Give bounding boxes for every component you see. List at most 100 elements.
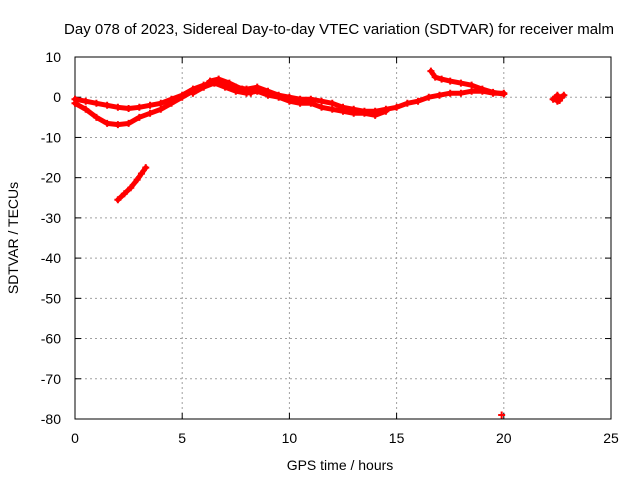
data-point [498, 411, 506, 419]
data-point [133, 176, 141, 184]
series-isolated-rise [427, 67, 508, 98]
data-point [318, 103, 326, 111]
data-point [215, 75, 223, 83]
x-tick-label: 0 [71, 430, 79, 446]
data-point [307, 99, 315, 107]
data-point [425, 93, 433, 101]
x-axis-label: GPS time / hours [287, 457, 394, 473]
data-point [339, 107, 347, 115]
y-tick-label: -20 [41, 170, 61, 186]
data-point [446, 77, 454, 85]
data-point [478, 85, 486, 93]
series-outlier [498, 411, 506, 419]
data-point [457, 89, 465, 97]
data-point [127, 184, 135, 192]
x-tick-label: 5 [178, 430, 186, 446]
y-tick-label: 10 [45, 49, 61, 65]
data-point [142, 164, 150, 172]
data-point [135, 103, 143, 111]
data-point [427, 67, 435, 75]
y-axis-label: SDTVAR / TECUs [5, 182, 21, 294]
data-point [114, 121, 122, 129]
y-tick-label: -30 [41, 210, 61, 226]
data-point [221, 83, 229, 91]
data-point [438, 75, 446, 83]
data-point [403, 99, 411, 107]
data-point [350, 109, 358, 117]
data-point [382, 107, 390, 115]
data-point [253, 87, 261, 95]
data-point [120, 190, 128, 198]
data-point [189, 89, 197, 97]
data-point [328, 99, 336, 107]
data-point [360, 109, 368, 117]
data-point [125, 104, 133, 112]
chart-title: Day 078 of 2023, Sidereal Day-to-day VTE… [64, 21, 614, 38]
x-tick-label: 25 [603, 430, 619, 446]
data-point [489, 88, 497, 96]
data-point [82, 97, 90, 105]
plot-border [74, 56, 612, 420]
data-point [82, 105, 90, 113]
data-point [92, 99, 100, 107]
data-point [296, 99, 304, 107]
data-point [318, 97, 326, 105]
data-point [206, 77, 214, 85]
data-point [468, 81, 476, 89]
data-point [247, 89, 255, 97]
series-arc [189, 75, 255, 97]
data-point [468, 87, 476, 95]
data-point [92, 113, 100, 121]
data-marks [71, 67, 568, 419]
data-point [560, 91, 568, 99]
data-point [328, 105, 336, 113]
series-lower-branch [71, 79, 390, 129]
y-tick-label: -10 [41, 129, 61, 145]
data-point [125, 119, 133, 127]
data-point [500, 90, 508, 98]
y-tick-label: -60 [41, 331, 61, 347]
data-point [200, 83, 208, 91]
x-tick-label: 20 [496, 430, 512, 446]
data-point [371, 111, 379, 119]
data-point [549, 95, 557, 103]
data-point [146, 109, 154, 117]
data-point [275, 93, 283, 101]
data-point [238, 85, 246, 93]
x-tick-label: 15 [389, 430, 405, 446]
data-point [264, 91, 272, 99]
y-tick-label: -40 [41, 250, 61, 266]
data-point [167, 99, 175, 107]
y-tick-label: -50 [41, 290, 61, 306]
data-point [146, 101, 154, 109]
data-point [137, 170, 145, 178]
data-point [103, 119, 111, 127]
data-point [157, 99, 165, 107]
data-point [225, 79, 233, 87]
data-point [157, 105, 165, 113]
x-tick-label: 10 [282, 430, 298, 446]
data-point [114, 103, 122, 111]
data-point [446, 89, 454, 97]
axes: 0 5 10 15 20 25 10 0 -10 -20 -30 -40 -50 -60 -70 -80 [41, 49, 619, 446]
series-cluster-22-23h [549, 91, 568, 105]
data-point [393, 103, 401, 111]
y-tick-label: -80 [41, 411, 61, 427]
data-point [71, 99, 79, 107]
data-point [285, 97, 293, 105]
data-point [135, 113, 143, 121]
data-point [114, 196, 122, 204]
data-point [457, 79, 465, 87]
data-point [553, 91, 561, 99]
grid [75, 57, 611, 419]
y-tick-label: 0 [53, 89, 61, 105]
data-point [103, 101, 111, 109]
data-point [435, 91, 443, 99]
data-point [431, 73, 439, 81]
y-tick-label: -70 [41, 371, 61, 387]
data-point [414, 97, 422, 105]
data-point [178, 93, 186, 101]
data-point [553, 97, 561, 105]
series-segment-2-3h [114, 164, 150, 204]
